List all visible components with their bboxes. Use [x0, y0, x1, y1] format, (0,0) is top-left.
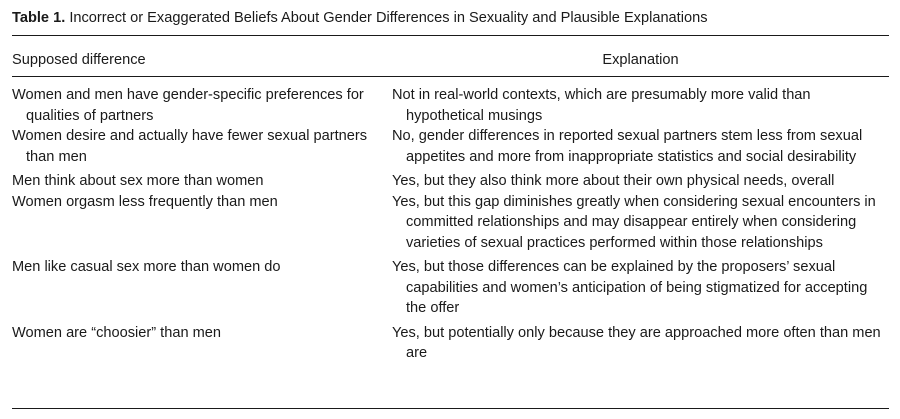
column-header-supposed-difference: Supposed difference	[12, 52, 146, 68]
table-row: Women desire and actually have fewer sex…	[12, 126, 889, 167]
difference-cell: Men like casual sex more than women do	[12, 259, 281, 275]
difference-cell: Men think about sex more than women	[12, 173, 264, 189]
top-rule	[12, 35, 889, 36]
table-label: Table 1.	[12, 10, 66, 26]
explanation-cell: Not in real-world contexts, which are pr…	[392, 87, 811, 124]
difference-cell: Women desire and actually have fewer sex…	[12, 128, 368, 165]
difference-cell: Women and men have gender-specific prefe…	[12, 87, 364, 124]
header-rule	[12, 76, 889, 77]
explanation-cell: Yes, but they also think more about thei…	[392, 173, 835, 189]
explanation-cell: Yes, but potentially only because they a…	[392, 324, 881, 362]
table-row: Men think about sex more than women Yes,…	[12, 171, 889, 192]
difference-cell: Women are “choosier” than men	[12, 324, 222, 341]
column-header-explanation: Explanation	[602, 52, 679, 68]
table-row: Men like casual sex more than women do Y…	[12, 257, 889, 319]
table-title: Incorrect or Exaggerated Beliefs About G…	[69, 10, 708, 26]
table-row: Women and men have gender-specific prefe…	[12, 85, 889, 126]
table-row: Women are “choosier” than men Yes, but p…	[12, 323, 889, 364]
explanation-cell: Yes, but this gap diminishes greatly whe…	[392, 193, 876, 251]
table-body: Women and men have gender-specific prefe…	[12, 85, 889, 364]
explanation-cell: No, gender differences in reported sexua…	[392, 128, 863, 165]
bottom-rule	[12, 408, 889, 409]
explanation-cell: Yes, but those differences can be explai…	[392, 259, 868, 316]
table-caption: Table 1. Incorrect or Exaggerated Belief…	[12, 9, 892, 27]
table-row: Women orgasm less frequently than men Ye…	[12, 192, 889, 254]
difference-cell: Women orgasm less frequently than men	[12, 193, 278, 210]
